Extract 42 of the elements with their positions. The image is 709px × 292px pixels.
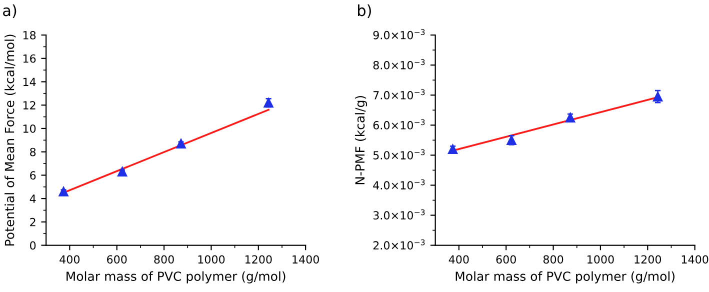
x-tick-label: 800 — [154, 255, 174, 264]
y-tick-label: 7.0×10$^{−3}$ — [374, 89, 425, 100]
point — [117, 166, 128, 177]
x-tick-label: 1400 — [292, 255, 319, 264]
x-tick-label: 600 — [496, 255, 516, 264]
point — [58, 186, 68, 196]
y-tick-label: 2 — [30, 218, 36, 226]
x-tick-label: 800 — [543, 255, 564, 264]
x-tick-label: 1400 — [682, 255, 708, 264]
y-tick-label: 4 — [30, 194, 36, 203]
y-tick-label: 2.0×10$^{−3}$ — [373, 239, 425, 250]
point — [652, 92, 663, 102]
y-tick-label: 0 — [30, 241, 36, 250]
y-tick-label: 3.0×10$^{−3}$ — [373, 209, 425, 220]
x-tick-label: 1200 — [634, 255, 662, 264]
y-tick-label: 8.0×10$^{−3}$ — [373, 59, 425, 70]
x-tick-label: 1200 — [245, 255, 272, 264]
y-tick-label: 8 — [30, 148, 36, 156]
y-tick-label: 6.0×10$^{−3}$ — [373, 119, 425, 130]
x-axis-title: Molar mass of PVC polymer (g/mol) — [456, 271, 674, 284]
y-axis-title: Potential of Mean Force (kcal/mol) — [4, 34, 16, 246]
x-tick-label: 400 — [60, 255, 80, 264]
x-tick-label: 1000 — [198, 255, 225, 264]
y-tick-label: 16 — [23, 54, 36, 63]
y-tick-label: 5.0×10$^{−3}$ — [373, 149, 425, 160]
x-tick-label: 400 — [448, 255, 469, 264]
y-tick-label: 14 — [23, 78, 36, 86]
y-tick-label: 6 — [30, 171, 36, 180]
y-tick-label: 18 — [23, 31, 36, 40]
y-tick-label: 12 — [23, 101, 36, 110]
point — [176, 138, 186, 149]
x-tick-label: 1000 — [588, 255, 614, 264]
point — [565, 112, 576, 122]
y-tick-label: 10 — [23, 124, 36, 133]
point — [448, 144, 458, 154]
chart-title: b) — [358, 4, 371, 18]
x-tick-label: 600 — [107, 255, 127, 264]
y-axis-title: N-PMF (kcal/g) — [354, 96, 368, 184]
y-tick-label: 9.0×10$^{−3}$ — [373, 29, 425, 40]
x-axis-title: Molar mass of PVC polymer (g/mol) — [66, 271, 286, 284]
chart-title: a) — [3, 4, 16, 18]
y-tick-label: 4.0×10$^{−3}$ — [373, 179, 425, 190]
